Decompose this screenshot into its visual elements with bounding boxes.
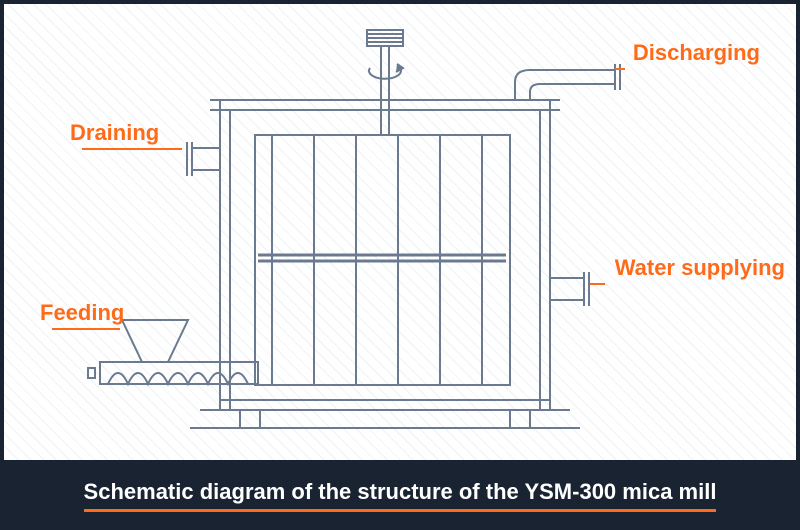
label-line-water	[590, 283, 605, 285]
label-line-draining	[82, 148, 182, 150]
schematic-diagram: Discharging Draining Water supplying Fee…	[40, 20, 760, 460]
caption-text: Schematic diagram of the structure of th…	[84, 479, 717, 512]
caption-bar: Schematic diagram of the structure of th…	[0, 460, 800, 530]
label-discharging: Discharging	[633, 40, 760, 66]
label-draining: Draining	[70, 120, 159, 146]
label-line-feeding	[52, 328, 120, 330]
label-line-discharging	[615, 68, 625, 70]
diagram-svg	[40, 20, 760, 460]
label-feeding: Feeding	[40, 300, 124, 326]
label-water-supplying: Water supplying	[615, 255, 785, 281]
